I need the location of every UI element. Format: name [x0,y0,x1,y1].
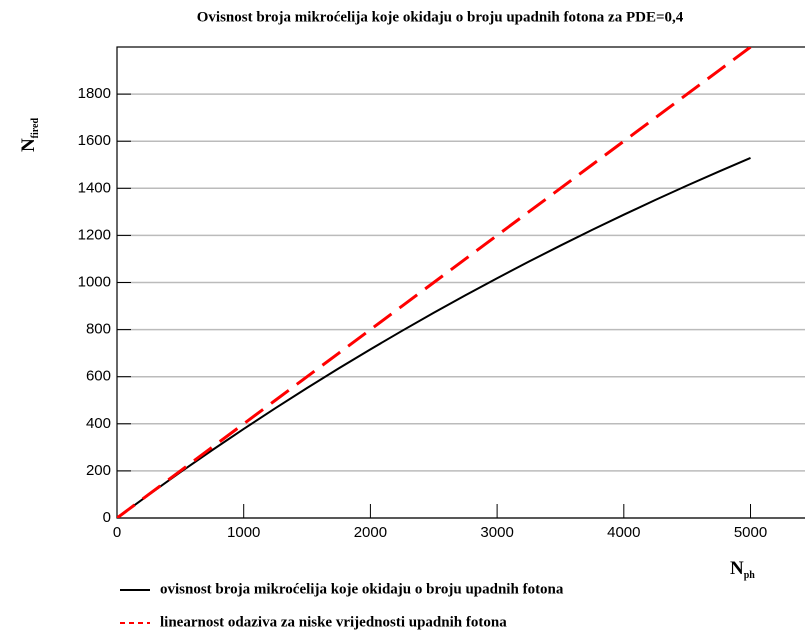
chart-title: Ovisnost broja mikroćelija koje okidaju … [197,9,684,25]
y-axis-label-main: N [18,138,39,152]
y-tick-label: 1200 [78,226,111,243]
series-line [117,157,751,518]
y-axis-label: Nfired [18,118,41,153]
y-axis-label-sub: fired [30,118,41,139]
y-tick-label: 400 [86,415,111,432]
plot-frame [116,46,805,519]
x-axis-label-sub: ph [744,570,756,581]
x-tick-label: 4000 [607,524,640,541]
legend-label: linearnost odaziva za niske vrijednosti … [160,614,507,630]
legend-label: ovisnost broja mikroćelija koje okidaju … [160,581,564,597]
y-tick-label: 0 [103,509,111,526]
x-tick-label: 0 [113,524,121,541]
series-line [117,47,752,518]
plot-area [117,47,752,518]
x-tick-label: 1000 [227,524,260,541]
y-tick-label: 600 [86,368,111,385]
x-tick-label: 2000 [354,524,387,541]
y-tick-label: 200 [86,462,111,479]
x-axis-label-main: N [730,558,744,579]
x-tick-label: 3000 [480,524,513,541]
y-tick-label: 800 [86,321,111,338]
x-axis-label: Nph [730,558,755,581]
y-tick-label: 1400 [78,179,111,196]
y-tick-label: 1600 [78,132,111,149]
x-tick-label: 5000 [734,524,767,541]
y-tick-label: 1000 [78,273,111,290]
y-tick-label: 1800 [78,85,111,102]
